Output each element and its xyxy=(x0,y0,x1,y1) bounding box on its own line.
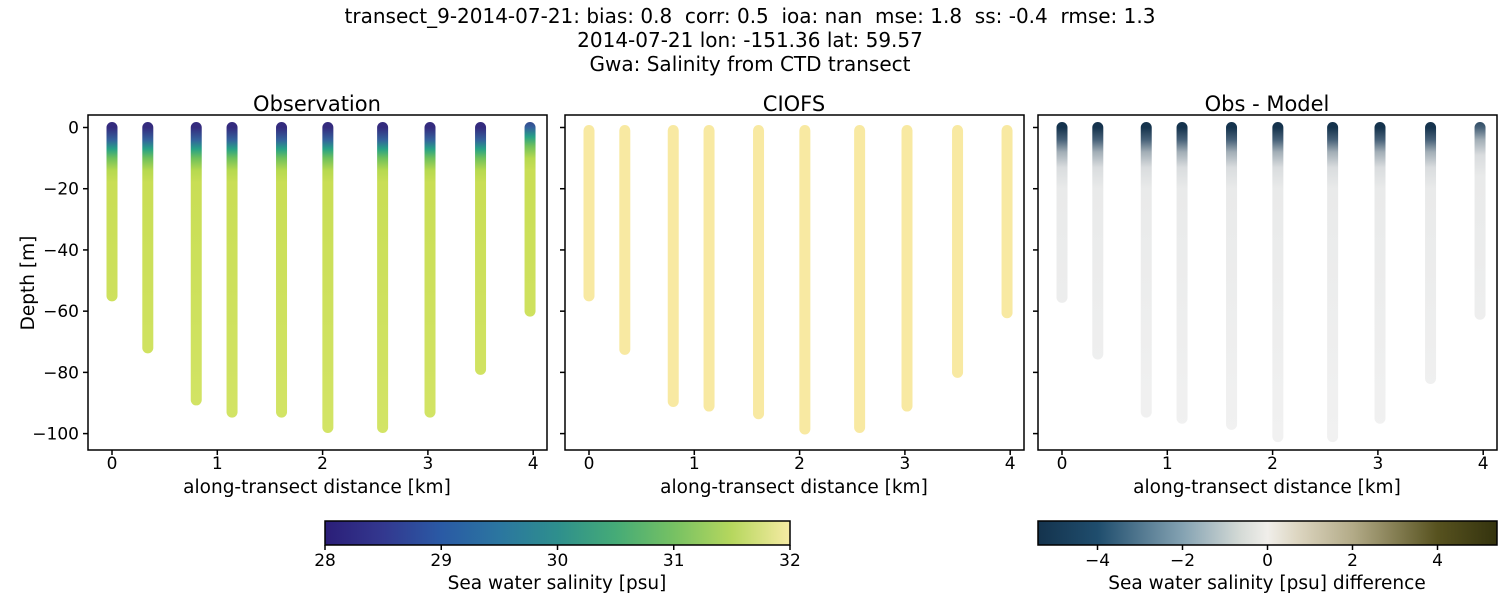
axes-box xyxy=(1037,114,1498,451)
x-axis-label-1: along-transect distance [km] xyxy=(183,477,451,498)
x-tick-label: 4 xyxy=(1005,454,1016,474)
y-tick-label: −40 xyxy=(43,241,79,261)
x-axis-label-3: along-transect distance [km] xyxy=(1133,477,1401,498)
title-line-1: transect_9-2014-07-21: bias: 0.8 corr: 0… xyxy=(344,4,1156,28)
panel-title-observation: Observation xyxy=(253,92,381,116)
colorbar-tick-label: 29 xyxy=(430,551,452,571)
colorbar-salinity: 28 29 30 31 32 xyxy=(314,520,801,571)
colorbar-gradient xyxy=(324,520,791,546)
colorbar-tick-label: 28 xyxy=(314,551,336,571)
y-tick-label: −100 xyxy=(32,425,79,445)
y-tick-label: −20 xyxy=(43,180,79,200)
colorbar-tick-label: 31 xyxy=(663,551,685,571)
x-tick-label: 1 xyxy=(689,454,700,474)
panel-title-ciofs: CIOFS xyxy=(762,92,826,116)
x-tick-label: 3 xyxy=(422,454,433,474)
x-tick-label: 3 xyxy=(1372,454,1383,474)
colorbar-gradient xyxy=(1037,520,1498,546)
x-tick-label: 0 xyxy=(107,454,118,474)
y-tick-label: −80 xyxy=(43,363,79,383)
x-tick-label: 2 xyxy=(1267,454,1278,474)
y-tick-label: −60 xyxy=(43,302,79,322)
colorbar-difference-label: Sea water salinity [psu] difference xyxy=(1108,573,1426,594)
colorbar-tick-label: 0 xyxy=(1262,551,1273,571)
colorbar-tick-label: 30 xyxy=(547,551,569,571)
colorbar-tick-label: 32 xyxy=(779,551,801,571)
x-tick-label: 4 xyxy=(528,454,539,474)
colorbar-salinity-label: Sea water salinity [psu] xyxy=(447,573,667,594)
x-tick-label: 1 xyxy=(1162,454,1173,474)
plot-area-ciofs: 0 1 2 3 4 xyxy=(560,114,1025,474)
x-axis-label-2: along-transect distance [km] xyxy=(660,477,928,498)
plot-area-observation: 0 −20 −40 −60 −80 −100 0 1 2 3 4 xyxy=(32,114,548,474)
panel-title-obs-model: Obs - Model xyxy=(1204,92,1330,116)
x-tick-label: 0 xyxy=(1057,454,1068,474)
x-tick-label: 3 xyxy=(899,454,910,474)
title-line-2: 2014-07-21 lon: -151.36 lat: 59.57 xyxy=(577,28,923,52)
colorbar-tick-label: −2 xyxy=(1170,551,1195,571)
y-tick-label: 0 xyxy=(68,119,79,139)
axes-box xyxy=(564,114,1025,451)
x-tick-label: 2 xyxy=(794,454,805,474)
x-tick-label: 4 xyxy=(1478,454,1489,474)
colorbar-difference: −4 −2 0 2 4 xyxy=(1037,520,1498,571)
axes-box xyxy=(87,114,548,451)
title-line-3: Gwa: Salinity from CTD transect xyxy=(589,52,911,76)
colorbar-tick-label: 2 xyxy=(1347,551,1358,571)
x-tick-label: 0 xyxy=(584,454,595,474)
x-tick-label: 2 xyxy=(317,454,328,474)
colorbar-tick-label: 4 xyxy=(1432,551,1443,571)
x-tick-label: 1 xyxy=(212,454,223,474)
plot-area-obs-model: 0 1 2 3 4 xyxy=(1033,114,1498,474)
colorbar-tick-label: −4 xyxy=(1085,551,1110,571)
